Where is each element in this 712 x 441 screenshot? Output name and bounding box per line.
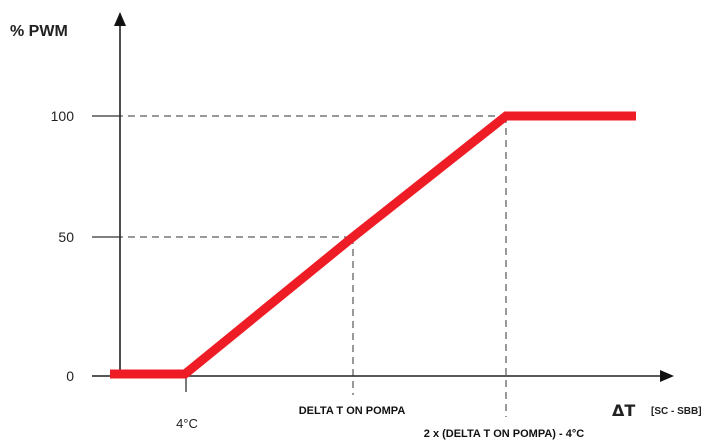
- x-tick-label-delta-t-on-pompa: DELTA T ON POMPA: [299, 405, 406, 417]
- y-axis-label: % PWM: [10, 23, 68, 40]
- x-tick-label-double-delta-t: 2 x (DELTA T ON POMPA) - 4°C: [424, 428, 584, 440]
- y-tick-label-100: 100: [51, 108, 75, 124]
- y-tick-label-0: 0: [66, 368, 74, 384]
- y-tick-label-50: 50: [58, 229, 74, 245]
- y-axis-arrow-icon: [114, 12, 126, 26]
- x-tick-label-4c: 4°C: [176, 416, 198, 431]
- x-axis-arrow-icon: [660, 370, 674, 382]
- x-axis-sublabel: [SC - SBB]: [651, 406, 702, 417]
- x-axis-label: ΔT: [612, 401, 635, 420]
- pwm-curve-line: [110, 111, 636, 379]
